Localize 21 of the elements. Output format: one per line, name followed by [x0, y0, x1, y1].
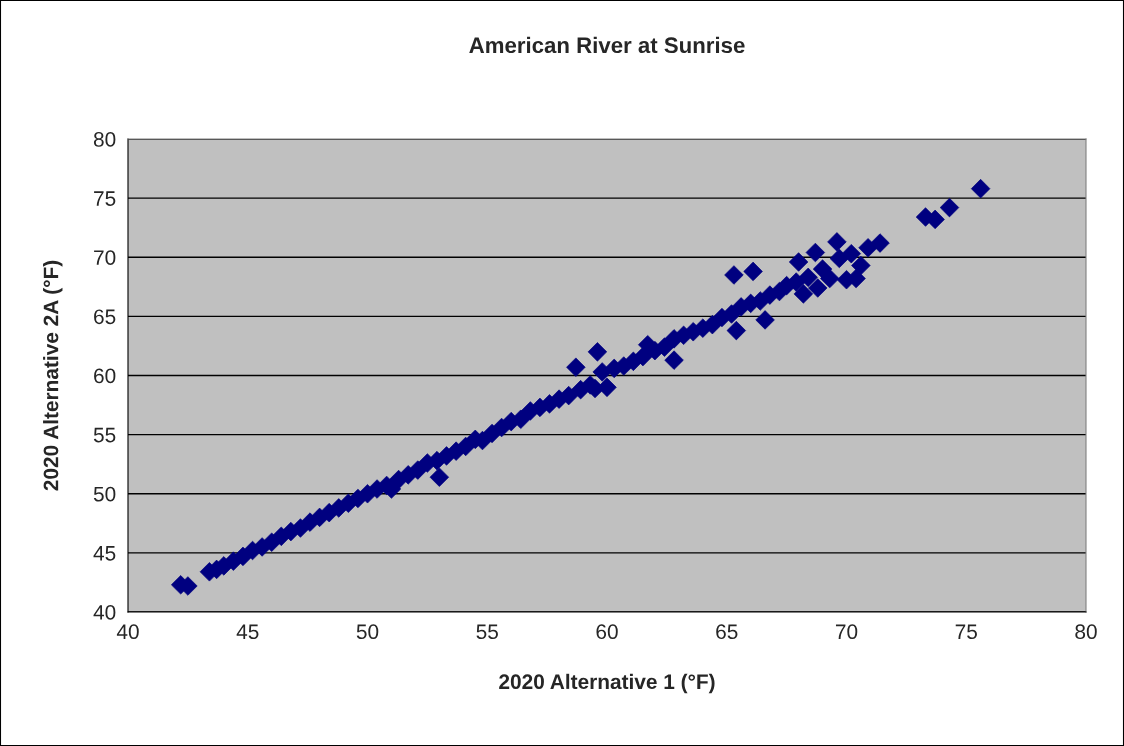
- x-tick-label: 75: [955, 624, 977, 640]
- y-tick-label: 65: [94, 309, 116, 325]
- y-tick-label: 40: [93, 605, 116, 620]
- y-tick-label: 55: [93, 427, 116, 443]
- y-tick-label: 50: [93, 486, 116, 502]
- x-tick-label: 65: [716, 624, 738, 640]
- chart-title: American River at Sunrise: [469, 36, 745, 54]
- y-tick-label: 60: [94, 368, 116, 384]
- x-tick-label: 80: [1075, 624, 1097, 640]
- y-tick-label: 70: [94, 250, 116, 265]
- x-tick-label: 60: [596, 624, 618, 640]
- x-tick-label: 45: [236, 624, 259, 640]
- x-tick-label: 55: [476, 624, 498, 640]
- x-axis-title: 2020 Alternative 1 (°F): [499, 673, 715, 694]
- x-tick-label: 40: [116, 624, 139, 640]
- y-tick-label: 80: [93, 132, 116, 147]
- x-tick-label: 50: [356, 624, 379, 640]
- y-axis-title: 2020 Alternative 2A (°F): [43, 260, 63, 491]
- y-tick-label: 75: [94, 191, 116, 206]
- y-tick-label: 45: [93, 546, 116, 561]
- x-tick-label: 70: [835, 624, 858, 640]
